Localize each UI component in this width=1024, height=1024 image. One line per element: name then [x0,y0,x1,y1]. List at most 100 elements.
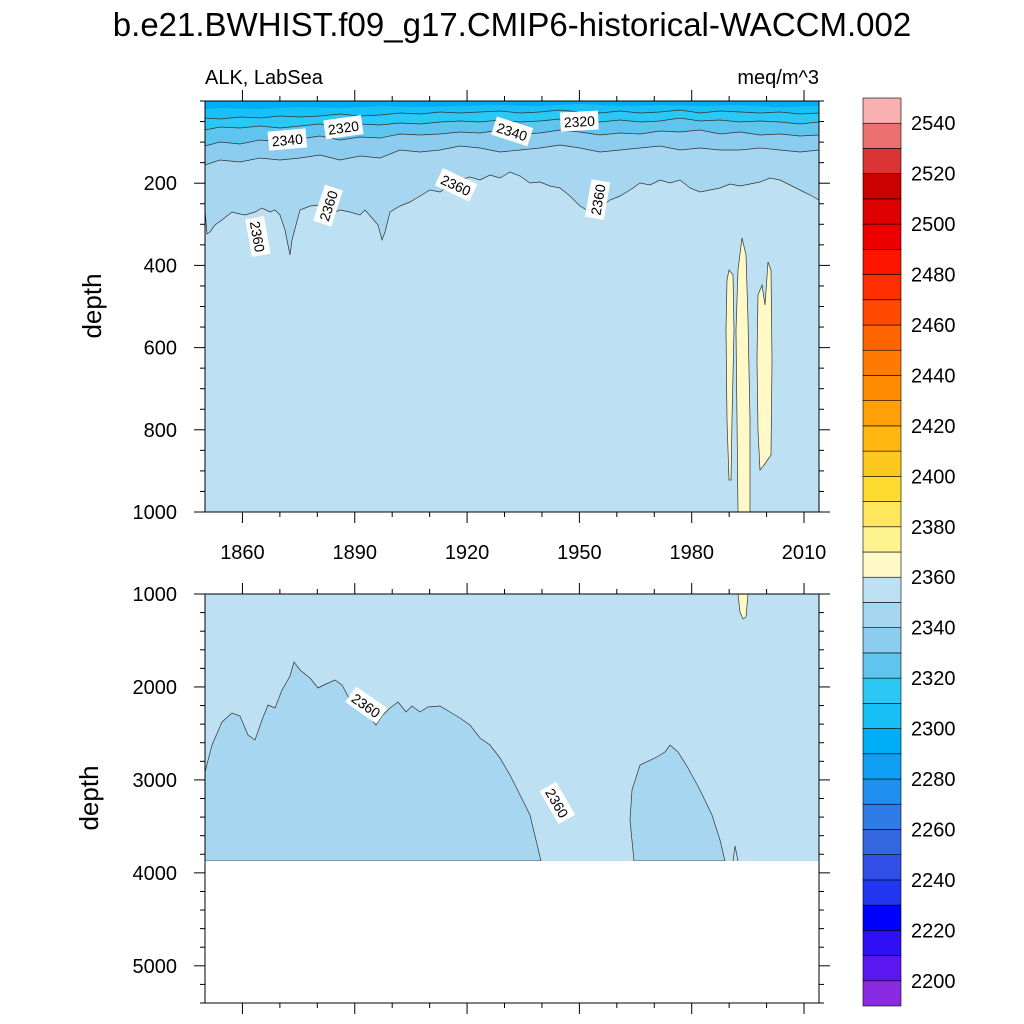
x-tick-label: 1980 [669,542,714,564]
lower-ylabel: depth [74,765,104,830]
upper-panel [205,101,819,512]
contour-label-background [539,781,576,825]
contour-label-text: 2340 [271,131,304,150]
colorbar-box [862,122,902,149]
colorbar-tick-label: 2540 [911,113,956,135]
colorbar-box [862,349,902,376]
x-tick-label: 1950 [557,542,602,564]
colorbar-box [862,501,902,528]
contour-label-background [313,184,343,227]
colorbar-tick-label: 2320 [911,668,956,690]
colorbar-box [862,703,902,729]
colorbar-box [862,602,902,628]
colorbar-tick-label: 2440 [911,365,956,387]
colorbar-tick-label: 2360 [911,567,956,589]
y-tick-label: 5000 [133,956,178,978]
lower-panel [205,594,819,1003]
x-tick-label: 2010 [782,542,827,564]
colorbar-tick-label: 2200 [911,971,956,993]
colorbar-box [862,753,902,780]
left-subtitle: ALK, LabSea [205,67,324,89]
lower-band-2350-b [629,744,726,862]
upper-x-tick-labels: 1860 1890 1920 1950 1980 2010 [220,542,826,564]
colorbar-tick-label: 2400 [911,466,956,488]
contour-label-background [345,686,388,724]
colorbar-tick-label: 2480 [911,265,956,287]
colorbar-tick-label: 2520 [911,164,956,186]
y-tick-label: 800 [144,420,177,442]
colorbar-tick-label: 2420 [911,416,956,438]
colorbar-box [862,551,902,578]
lower-contour-fragment [732,845,739,862]
colorbar-box [862,375,902,401]
y-tick-label: 200 [144,173,177,195]
upper-tick-marks [194,90,830,523]
colorbar-box [862,803,902,830]
colorbar-boxes [862,97,902,1007]
upper-y-tick-labels: 200 400 600 800 1000 [133,173,178,524]
chart-title: b.e21.BWHIST.f09_g17.CMIP6-historical-WA… [113,6,911,43]
colorbar-box [862,450,902,477]
lower-tick-marks [194,583,830,1014]
y-tick-label: 1000 [133,584,178,606]
colorbar-tick-label: 2340 [911,618,956,640]
colorbar-box [862,526,902,553]
colorbar-box [862,576,902,603]
colorbar-tick-label: 2240 [911,870,956,892]
contour-label-background [491,116,534,147]
colorbar-box [862,904,902,931]
contour-label-background [323,115,364,140]
colorbar-box [862,223,902,250]
y-tick-label: 2000 [133,677,178,699]
contour-label-text: 2360 [247,220,268,254]
lower-ocean-floor [205,861,819,1003]
colorbar-box [862,249,902,275]
lower-axes: 1000 2000 3000 4000 5000 depth [74,583,830,1014]
lower-anomaly-2370 [737,594,749,620]
colorbar-box [862,955,902,982]
y-tick-label: 4000 [133,863,178,885]
colorbar-box [862,324,902,351]
y-tick-label: 1000 [133,502,178,524]
colorbar-tick-label: 2300 [911,719,956,741]
colorbar: 2200 2220 2240 2260 2280 2300 2320 2340 2360 2380… [862,97,956,1007]
colorbar-box [862,854,902,881]
colorbar-box [862,400,902,427]
upper-ylabel: depth [77,273,107,338]
colorbar-tick-label: 2280 [911,769,956,791]
contour-label: 2360 [434,168,478,202]
colorbar-tick-label: 2500 [911,214,956,236]
colorbar-box [862,879,902,906]
x-tick-label: 1860 [220,542,265,564]
x-tick-label: 1920 [445,542,490,564]
colorbar-box [862,980,902,1007]
colorbar-box [862,476,902,502]
contour-label-background [434,168,478,202]
contour-label-background [559,110,599,132]
colorbar-box [862,198,902,225]
colorbar-labels: 2200 2220 2240 2260 2280 2300 2320 2340 2360 2380… [911,113,956,993]
y-tick-label: 400 [144,255,177,277]
upper-anomaly-2370-b [735,237,751,512]
colorbar-tick-label: 2380 [911,517,956,539]
colorbar-box [862,274,902,301]
colorbar-box [862,652,902,679]
colorbar-box [862,829,902,855]
upper-anomaly-2370-c [756,261,773,471]
contour-label: 2360 [584,179,611,220]
colorbar-box [862,299,902,326]
colorbar-box [862,728,902,755]
right-subtitle: meq/m^3 [737,67,819,89]
y-tick-label: 600 [144,338,177,360]
contour-label: 2320 [559,110,599,132]
colorbar-box [862,677,902,704]
colorbar-box [862,778,902,805]
upper-band-2300 [205,101,819,109]
colorbar-tick-label: 2460 [911,315,956,337]
contour-label-text: 2320 [563,113,595,131]
colorbar-box [862,425,902,452]
contour-label-text: 2360 [588,183,609,217]
contour-label-background [245,216,271,257]
contour-label: 2320 [323,115,364,140]
